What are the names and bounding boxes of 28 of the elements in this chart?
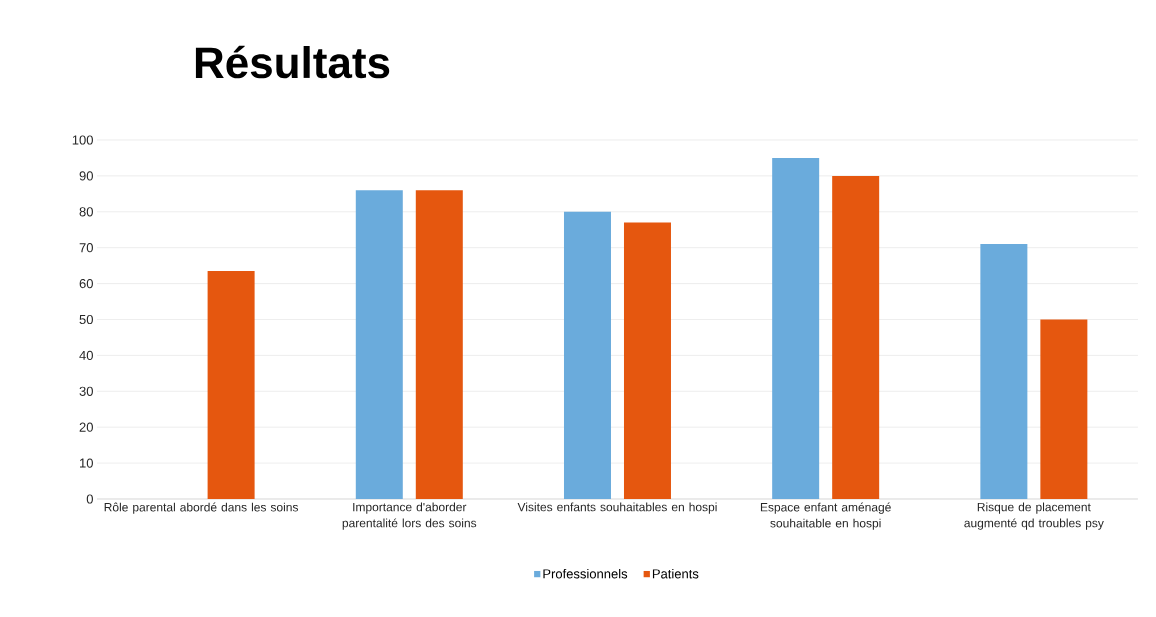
y-tick-label: 10	[80, 458, 93, 468]
y-tick-label: 40	[79, 350, 93, 360]
bar	[623, 222, 671, 499]
chart-title: Résultats	[195, 45, 390, 79]
bar	[1040, 319, 1088, 499]
x-tick-label: Risque de placement augmenté qd troubles psy	[964, 502, 1104, 530]
bar	[980, 244, 1028, 499]
bar	[415, 190, 463, 499]
x-tick-label: Espace enfant aménagé souhaitable en hospi	[760, 502, 891, 530]
y-tick-label: 100	[72, 135, 93, 145]
y-tick-label: 80	[79, 207, 93, 217]
y-tick-label: 30	[79, 386, 93, 396]
y-tick-label: 20	[79, 422, 93, 432]
legend-label: Patients	[652, 568, 699, 579]
x-tick-label: Importance d'aborder parentalité lors des soins	[342, 502, 477, 530]
y-tick-label: 90	[79, 171, 93, 181]
bar	[207, 271, 255, 499]
y-tick-label: 60	[79, 278, 93, 289]
bar	[832, 175, 880, 499]
bar	[772, 157, 820, 499]
y-tick-label: 50	[79, 314, 93, 325]
bar	[355, 190, 403, 499]
y-tick-label: 70	[79, 243, 93, 253]
x-tick-label: Rôle parental abordé dans les soins	[104, 502, 299, 514]
x-tick-label: Visites enfants souhaitables en hospi	[517, 502, 717, 514]
y-tick-label: 0	[86, 494, 93, 504]
bar	[563, 211, 611, 499]
legend-label: Professionnels	[543, 568, 628, 579]
